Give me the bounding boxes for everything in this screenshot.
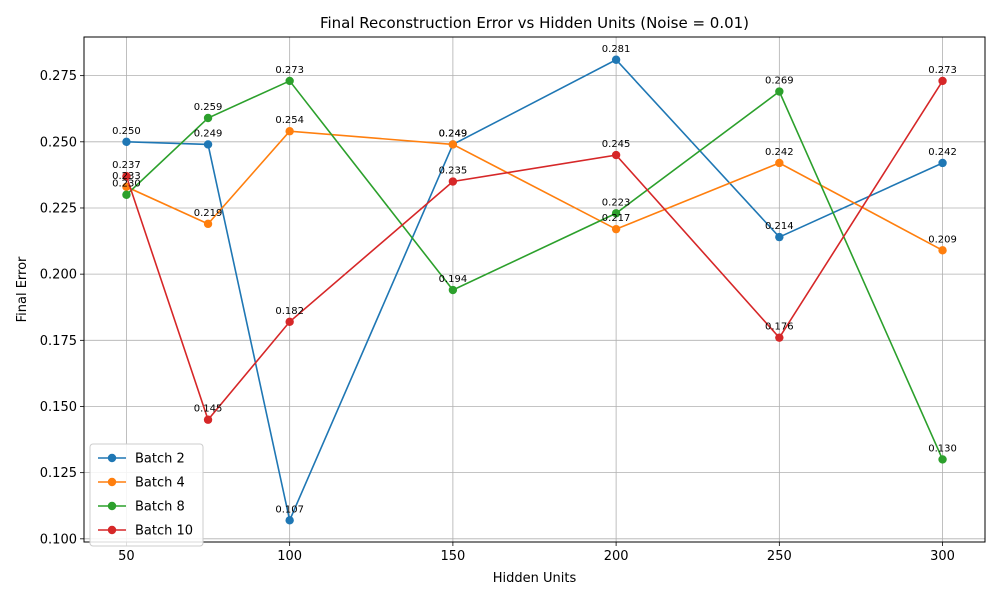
data-label: 0.254	[275, 115, 304, 126]
x-axis: 50 100 150 200 250 300	[118, 542, 955, 564]
y-tick-label: 0.175	[40, 334, 77, 349]
data-point	[938, 455, 947, 464]
data-point	[938, 246, 947, 255]
data-point	[122, 172, 131, 181]
data-label: 0.230	[112, 179, 141, 190]
series-layer	[122, 55, 947, 525]
data-point	[611, 209, 621, 218]
legend-item: Batch 2	[98, 452, 185, 467]
data-point	[611, 224, 621, 234]
chart-title: Final Reconstruction Error vs Hidden Uni…	[320, 14, 749, 32]
plot-area	[84, 37, 985, 542]
data-label: 0.281	[602, 44, 631, 55]
data-point	[448, 140, 458, 149]
legend-marker	[107, 453, 117, 463]
data-point	[122, 137, 131, 147]
legend: Batch 2 Batch 4 Batch 8 Batch 10	[89, 443, 204, 547]
data-label: 0.269	[765, 76, 794, 87]
series-batch-10	[122, 76, 947, 424]
data-label: 0.176	[765, 322, 794, 333]
series-batch-4	[122, 127, 947, 255]
data-point	[775, 87, 784, 96]
data-label: 0.237	[112, 160, 141, 171]
y-tick-label: 0.100	[40, 532, 77, 547]
legend-item: Batch 10	[98, 524, 193, 539]
data-point	[203, 113, 213, 123]
data-label: 0.249	[439, 128, 468, 139]
legend-marker	[107, 477, 117, 487]
data-label: 0.194	[439, 274, 468, 285]
legend-item: Batch 4	[98, 476, 185, 491]
y-tick-label: 0.250	[40, 135, 77, 150]
x-tick-label: 200	[604, 549, 629, 564]
legend-item: Batch 8	[98, 500, 185, 515]
y-tick-label: 0.150	[40, 400, 77, 415]
data-label: 0.245	[602, 139, 631, 150]
data-point	[285, 516, 294, 525]
x-axis-label: Hidden Units	[493, 571, 577, 586]
data-label: 0.130	[928, 443, 957, 454]
data-label-layer: 0.250 0.249 0.107 0.249 0.281 0.214 0.242 0.233…	[112, 44, 957, 516]
y-axis: 0.100 0.125 0.150 0.175 0.200 0.225 0.250 0.275	[40, 69, 84, 547]
y-axis-label: Final Error	[15, 256, 30, 322]
data-point	[938, 76, 947, 86]
data-label: 0.219	[194, 208, 223, 219]
data-label: 0.249	[194, 128, 223, 139]
data-label: 0.214	[765, 221, 794, 232]
legend-label: Batch 2	[135, 452, 185, 467]
y-tick-label: 0.275	[40, 69, 77, 84]
data-label: 0.107	[275, 504, 304, 515]
data-point	[448, 285, 458, 295]
data-point	[285, 76, 294, 86]
data-label: 0.259	[194, 102, 223, 113]
data-point	[285, 127, 294, 136]
data-label: 0.217	[602, 213, 631, 224]
data-point	[203, 140, 213, 149]
legend-marker	[107, 525, 117, 535]
series-batch-8	[122, 76, 947, 464]
data-point	[611, 55, 621, 64]
data-label: 0.182	[275, 306, 304, 317]
plot-frame	[83, 36, 986, 543]
data-label: 0.249	[439, 128, 468, 139]
data-point	[938, 158, 947, 168]
data-label: 0.223	[602, 197, 631, 208]
grid-lines	[84, 37, 985, 542]
legend-label: Batch 8	[135, 500, 185, 515]
legend-label: Batch 4	[135, 476, 185, 491]
x-tick-label: 300	[930, 549, 955, 564]
x-tick-label: 100	[277, 549, 302, 564]
data-label: 0.235	[439, 166, 468, 177]
x-tick-label: 50	[118, 549, 135, 564]
data-point	[122, 190, 131, 199]
data-label: 0.145	[194, 404, 223, 415]
data-label: 0.250	[112, 126, 141, 137]
y-tick-label: 0.125	[40, 466, 77, 481]
x-tick-label: 150	[440, 549, 465, 564]
data-point	[203, 415, 213, 424]
data-point	[775, 232, 784, 242]
data-label: 0.242	[765, 147, 794, 158]
y-tick-label: 0.200	[40, 268, 77, 283]
data-label: 0.209	[928, 234, 957, 245]
legend-marker	[107, 501, 117, 511]
legend-label: Batch 10	[135, 524, 193, 539]
data-label: 0.242	[928, 147, 957, 158]
legend-box	[89, 443, 204, 547]
data-point	[203, 219, 213, 229]
y-tick-label: 0.225	[40, 201, 77, 216]
data-point	[285, 317, 294, 326]
data-label: 0.273	[928, 65, 957, 76]
data-point	[775, 158, 784, 168]
data-label: 0.273	[275, 65, 304, 76]
data-point	[611, 150, 621, 160]
data-point	[775, 333, 784, 342]
data-point	[448, 177, 458, 186]
x-tick-label: 250	[767, 549, 792, 564]
data-label: 0.233	[112, 171, 141, 182]
